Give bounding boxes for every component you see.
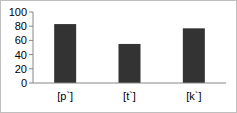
x-tick-label: [k`] xyxy=(186,90,201,102)
y-tick-label: 60 xyxy=(15,34,27,46)
bar xyxy=(119,44,141,83)
bar xyxy=(183,28,205,83)
y-tick xyxy=(29,83,33,84)
y-tick xyxy=(29,40,33,41)
bars xyxy=(54,24,205,83)
y-axis xyxy=(33,12,34,83)
chart: 0 20 40 60 80 100 [p`] [t`] [k`] xyxy=(0,0,237,113)
y-tick-label: 80 xyxy=(15,20,27,32)
y-tick-label: 40 xyxy=(15,49,27,61)
y-tick-label: 100 xyxy=(9,6,27,18)
y-tick xyxy=(29,54,33,55)
x-tick-label: [t`] xyxy=(123,90,136,102)
y-tick xyxy=(29,26,33,27)
y-tick xyxy=(29,12,33,13)
x-axis xyxy=(33,83,226,84)
y-tick xyxy=(29,68,33,69)
y-tick-label: 0 xyxy=(21,77,27,89)
y-tick-label: 20 xyxy=(15,63,27,75)
chart-border xyxy=(1,1,237,113)
x-tick-label: [p`] xyxy=(57,90,73,102)
bar xyxy=(54,24,76,83)
